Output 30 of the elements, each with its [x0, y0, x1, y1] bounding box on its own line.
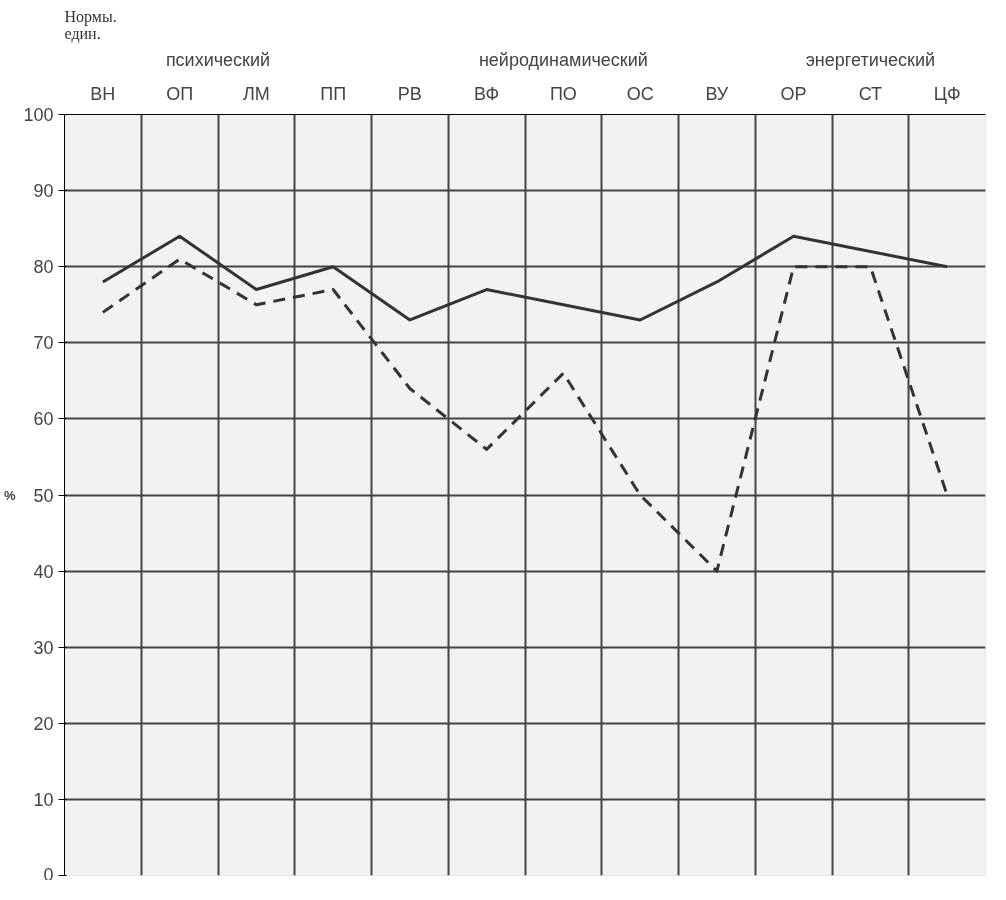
y-tick-label: 100 — [23, 105, 54, 125]
x-tick-label: ОС — [626, 83, 654, 104]
x-tick-label: ВФ — [474, 83, 500, 104]
x-tick-label: ОР — [780, 83, 807, 104]
y-tick-label: 0 — [43, 864, 54, 885]
y-tick-label: 80 — [33, 257, 54, 278]
y-axis-title: % — [3, 487, 16, 503]
x-tick-label: ЛМ — [242, 83, 270, 104]
x-tick-label: ВУ — [705, 83, 729, 104]
y-tick-label: 30 — [33, 637, 54, 658]
y-tick-label: 10 — [33, 789, 54, 810]
y-tick-label: 70 — [33, 333, 54, 354]
x-tick-label: ПП — [320, 83, 347, 104]
y-tick-label: 90 — [33, 181, 54, 202]
x-tick-label: ВН — [90, 83, 116, 104]
x-tick-label: ЦФ — [933, 83, 961, 104]
text: энергетический — [805, 49, 936, 70]
y-tick-label: 40 — [33, 561, 54, 582]
chart-title: Нормы. един. — [64, 7, 117, 43]
text: психический — [165, 49, 271, 70]
x-tick-label: ПО — [549, 83, 577, 104]
text: нейродинамический — [478, 49, 648, 70]
line-series — [101, 257, 949, 573]
line-series — [101, 234, 949, 322]
y-tick-label: 50 — [33, 485, 54, 506]
x-tick-label: СТ — [858, 83, 883, 104]
y-tick-label: 60 — [33, 409, 54, 430]
x-tick-label: ОП — [166, 83, 194, 104]
x-tick-label: РВ — [397, 83, 422, 104]
y-tick-label: 20 — [33, 713, 54, 734]
